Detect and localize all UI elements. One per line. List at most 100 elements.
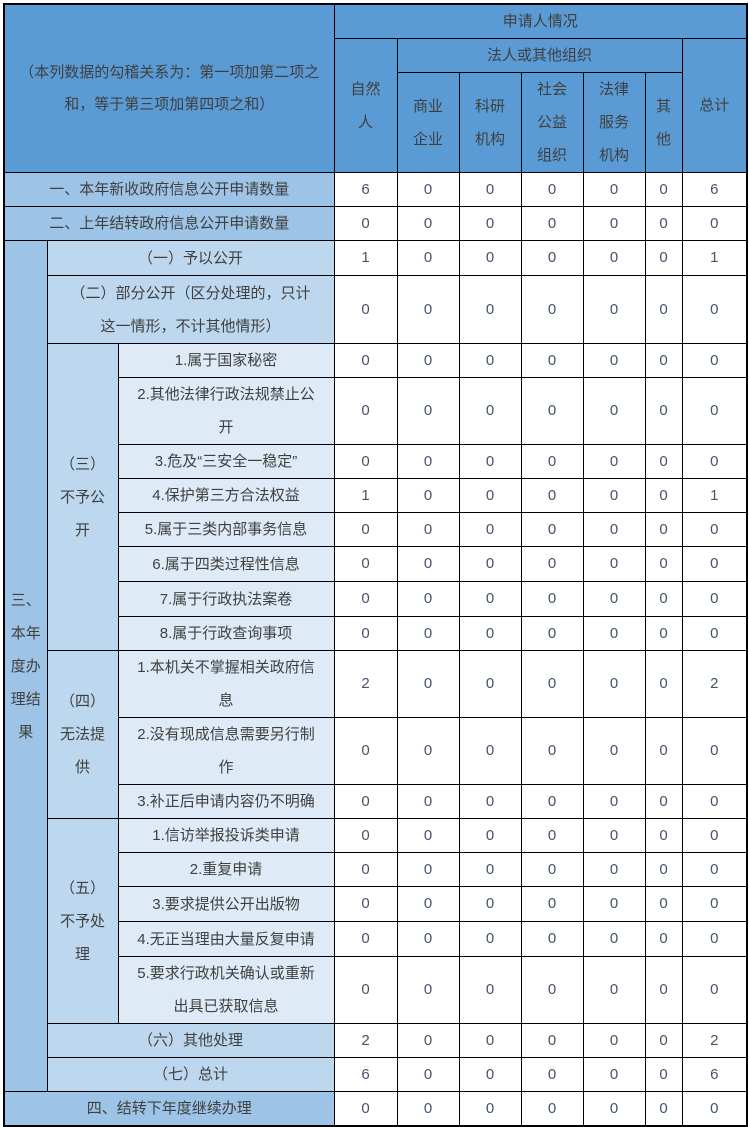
data-cell: 0 xyxy=(582,377,646,445)
data-cell: 0 xyxy=(644,956,683,1024)
data-cell: 0 xyxy=(458,512,522,547)
data-cell: 0 xyxy=(396,275,460,344)
data-cell: 0 xyxy=(458,852,522,887)
data-cell: 0 xyxy=(644,377,683,445)
data-cell: 0 xyxy=(396,956,460,1024)
row-label: 二、上年结转政府信息公开申请数量 xyxy=(3,206,335,241)
header-row-2: 自然人 法人或其他组织 总计 xyxy=(4,38,748,173)
row-label: 1.属于国家秘密 xyxy=(117,343,335,378)
table-row: 2.其他法律行政法规禁止公开 0 0 0 0 0 0 0 xyxy=(4,377,748,445)
table-row: 3.补正后申请内容仍不明确 0 0 0 0 0 0 0 xyxy=(4,784,748,819)
table-row: （二）部分公开（区分处理的，只计这一情形，不计其他情形） 0 0 0 0 0 0 0 xyxy=(4,275,748,344)
data-cell: 0 xyxy=(644,650,683,718)
data-cell: 0 xyxy=(582,444,646,479)
row-label: 5.属于三类内部事务信息 xyxy=(117,512,335,547)
data-cell: 0 xyxy=(644,1023,683,1058)
row-label: （六）其他处理 xyxy=(46,1023,335,1058)
row-label: 2.其他法律行政法规禁止公开 xyxy=(117,377,335,445)
data-cell: 0 xyxy=(644,240,683,276)
column-header-public-welfare-org: 社会公益组织 xyxy=(520,72,584,173)
data-cell: 0 xyxy=(644,444,683,479)
data-cell: 0 xyxy=(458,616,522,651)
data-cell: 6 xyxy=(681,172,748,207)
data-cell: 0 xyxy=(520,616,584,651)
data-cell: 0 xyxy=(520,1023,584,1058)
data-cell: 0 xyxy=(396,377,460,445)
table-row: 一、本年新收政府信息公开申请数量 6 0 0 0 0 0 6 xyxy=(3,172,748,207)
data-cell: 0 xyxy=(644,818,683,853)
data-cell: 0 xyxy=(520,784,584,819)
data-cell: 0 xyxy=(681,886,748,922)
data-cell: 0 xyxy=(582,546,646,582)
data-cell: 0 xyxy=(458,1091,522,1127)
data-cell: 0 xyxy=(520,343,584,378)
data-cell: 0 xyxy=(644,275,683,344)
data-cell: 0 xyxy=(333,886,398,922)
data-cell: 0 xyxy=(333,1091,398,1127)
row-label: 6.属于四类过程性信息 xyxy=(117,546,335,582)
data-cell: 0 xyxy=(582,172,646,207)
data-cell: 0 xyxy=(333,852,398,887)
data-cell: 0 xyxy=(644,546,683,582)
data-cell: 2 xyxy=(681,650,748,718)
data-cell: 6 xyxy=(681,1057,748,1092)
data-cell: 0 xyxy=(681,1091,748,1127)
table-row: 5.属于三类内部事务信息 0 0 0 0 0 0 0 xyxy=(4,512,748,547)
data-cell: 0 xyxy=(681,616,748,651)
data-cell: 0 xyxy=(520,377,584,445)
data-cell: 0 xyxy=(681,275,748,344)
data-cell: 0 xyxy=(333,784,398,819)
data-cell: 0 xyxy=(520,275,584,344)
data-cell: 0 xyxy=(644,921,683,957)
data-cell: 0 xyxy=(333,616,398,651)
data-cell: 0 xyxy=(333,275,398,344)
data-cell: 0 xyxy=(458,206,522,241)
data-cell: 0 xyxy=(458,886,522,922)
data-cell: 0 xyxy=(396,921,460,957)
data-cell: 0 xyxy=(396,1023,460,1058)
data-cell: 2 xyxy=(333,1023,398,1058)
data-cell: 0 xyxy=(333,717,398,785)
data-cell: 0 xyxy=(582,956,646,1024)
column-header-total: 总计 xyxy=(681,38,748,173)
data-cell: 0 xyxy=(520,478,584,513)
data-cell: 0 xyxy=(396,1057,460,1092)
data-cell: 0 xyxy=(681,343,748,378)
data-cell: 0 xyxy=(520,886,584,922)
data-cell: 0 xyxy=(458,377,522,445)
data-cell: 0 xyxy=(458,546,522,582)
table-row: 4.保护第三方合法权益 1 0 0 0 0 0 1 xyxy=(4,478,748,513)
data-cell: 0 xyxy=(520,240,584,276)
data-cell: 0 xyxy=(644,512,683,547)
data-cell: 0 xyxy=(520,512,584,547)
data-cell: 0 xyxy=(396,512,460,547)
data-cell: 0 xyxy=(458,1057,522,1092)
table-row: 6.属于四类过程性信息 0 0 0 0 0 0 0 xyxy=(4,546,748,582)
table-row: （四）无法提供 1.本机关不掌握相关政府信息 2 0 0 0 0 0 2 xyxy=(4,650,748,819)
table-row: 7.属于行政执法案卷 0 0 0 0 0 0 0 xyxy=(4,581,748,617)
data-cell: 1 xyxy=(333,240,398,276)
column-header-legal-service-org: 法律服务机构 xyxy=(582,72,646,173)
row-label: 四、结转下年度继续办理 xyxy=(3,1091,335,1127)
data-cell: 0 xyxy=(333,377,398,445)
data-cell: 1 xyxy=(681,240,748,276)
data-cell: 1 xyxy=(333,478,398,513)
data-cell: 6 xyxy=(333,1057,398,1092)
column-header-applicant-status: 申请人情况 xyxy=(333,3,748,39)
data-cell: 0 xyxy=(681,956,748,1024)
column-header-commercial-enterprise: 商业企业 xyxy=(396,72,460,173)
data-cell: 0 xyxy=(582,581,646,617)
row-label: 一、本年新收政府信息公开申请数量 xyxy=(3,172,335,207)
table-row: 2.没有现成信息需要另行制作 0 0 0 0 0 0 0 xyxy=(4,717,748,785)
data-cell: 0 xyxy=(333,512,398,547)
data-cell: 0 xyxy=(396,818,460,853)
data-cell: 0 xyxy=(396,581,460,617)
data-cell: 0 xyxy=(681,581,748,617)
column-header-legal-or-other-org: 法人或其他组织 xyxy=(396,38,683,73)
table-row: 2.重复申请 0 0 0 0 0 0 0 xyxy=(4,852,748,887)
data-cell: 0 xyxy=(333,206,398,241)
row-label: 4.保护第三方合法权益 xyxy=(117,478,335,513)
data-cell: 0 xyxy=(582,206,646,241)
data-cell: 0 xyxy=(644,581,683,617)
data-cell: 0 xyxy=(396,206,460,241)
